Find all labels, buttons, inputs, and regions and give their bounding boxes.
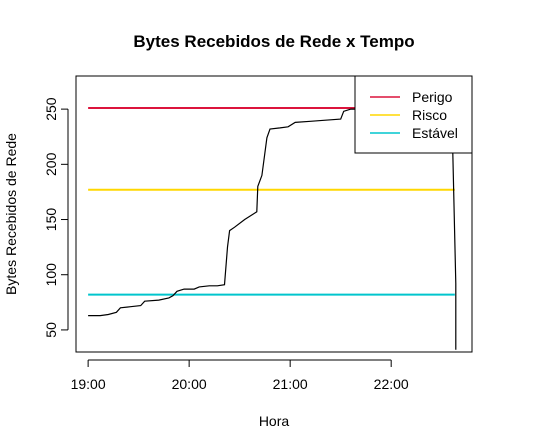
x-tick-label: 20:00 xyxy=(172,376,207,392)
x-tick-label: 22:00 xyxy=(374,376,409,392)
data-series-line-0 xyxy=(88,108,457,350)
x-tick-label: 21:00 xyxy=(273,376,308,392)
legend-label-risco: Risco xyxy=(412,107,447,123)
x-axis-label: Hora xyxy=(259,413,290,429)
y-tick-label: 50 xyxy=(43,322,59,338)
chart-title: Bytes Recebidos de Rede x Tempo xyxy=(133,32,414,51)
y-tick-label: 100 xyxy=(43,263,59,287)
legend-label-estavel: Estável xyxy=(412,125,458,141)
plot-frame xyxy=(75,75,473,353)
y-tick-label: 250 xyxy=(43,97,59,121)
legend-label-perigo: Perigo xyxy=(412,89,453,105)
y-axis: 50 100 150 200 250 xyxy=(43,97,69,338)
x-tick-label: 19:00 xyxy=(71,376,106,392)
y-axis-label: Bytes Recebidos de Rede xyxy=(3,133,19,295)
y-tick-label: 150 xyxy=(43,208,59,232)
series-lines xyxy=(88,108,457,350)
y-tick-label: 200 xyxy=(43,152,59,176)
x-axis: 19:00 20:00 21:00 22:00 xyxy=(71,359,409,392)
legend: Perigo Risco Estável xyxy=(354,75,473,154)
